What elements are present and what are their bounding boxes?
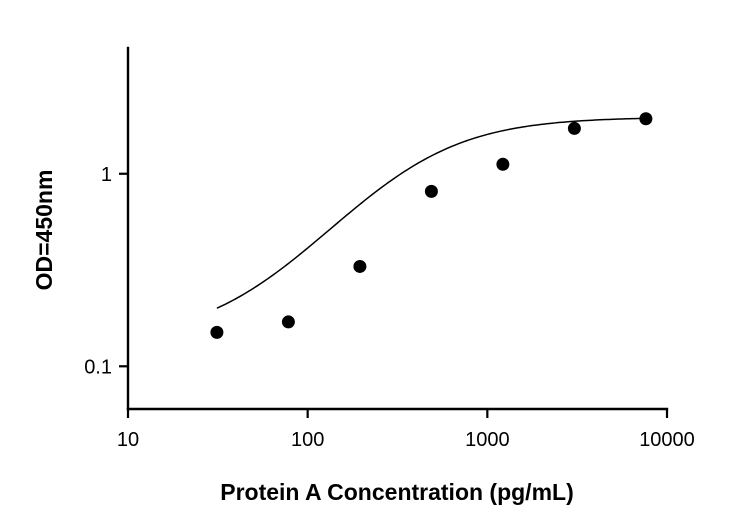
y-axis-title: OD=450nm bbox=[31, 170, 57, 291]
data-point bbox=[496, 157, 510, 171]
data-point bbox=[424, 184, 438, 198]
data-point bbox=[281, 315, 295, 329]
data-points bbox=[210, 112, 653, 339]
x-axis-ticks: 10 100 1000 10000 bbox=[117, 409, 695, 451]
data-point bbox=[567, 121, 581, 135]
y-tick-label: 1 bbox=[101, 164, 112, 186]
x-axis-title: Protein A Concentration (pg/mL) bbox=[220, 479, 574, 505]
x-tick-label: 10 bbox=[117, 429, 139, 451]
plot-area bbox=[210, 112, 653, 339]
y-axis-ticks: 0.11 bbox=[84, 164, 128, 378]
x-tick-label: 10000 bbox=[639, 429, 695, 451]
fit-curve bbox=[216, 117, 646, 309]
x-tick-label: 100 bbox=[291, 429, 324, 451]
y-tick-label: 0.1 bbox=[84, 356, 112, 378]
data-point bbox=[210, 325, 224, 339]
x-tick-label: 1000 bbox=[465, 429, 510, 451]
data-point bbox=[353, 259, 367, 273]
data-point bbox=[639, 112, 653, 126]
